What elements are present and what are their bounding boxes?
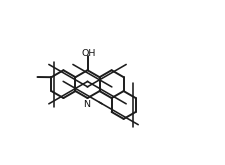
Text: OH: OH bbox=[82, 49, 96, 58]
Text: N: N bbox=[83, 100, 90, 109]
